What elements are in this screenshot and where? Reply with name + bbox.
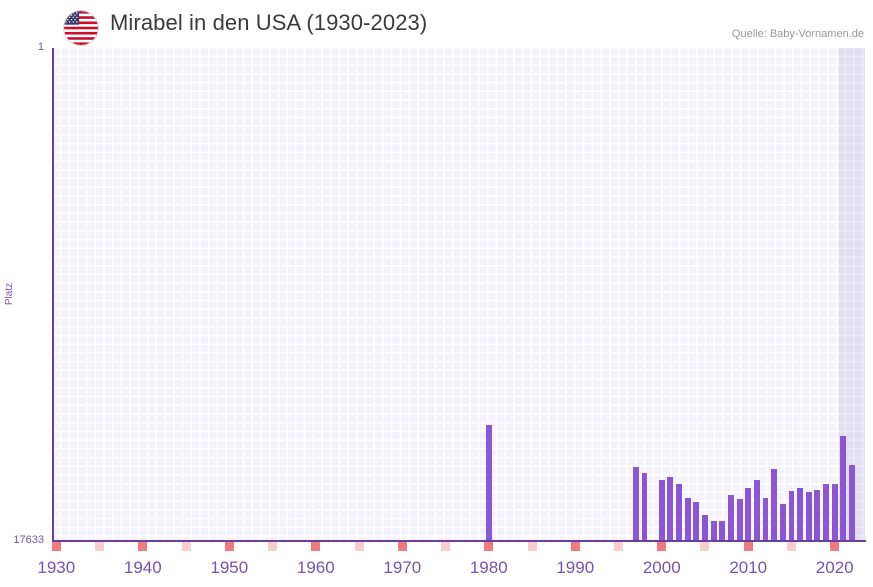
- grid-lines: [52, 48, 865, 541]
- bar-2004[interactable]: [693, 502, 700, 541]
- chart-title: Mirabel in den USA (1930-2023): [110, 10, 428, 35]
- bar-2008[interactable]: [728, 495, 734, 541]
- bar-2020[interactable]: [831, 483, 838, 541]
- x-tick-1980: [484, 542, 494, 551]
- bar-1998[interactable]: [641, 473, 648, 541]
- bar-2007[interactable]: [719, 521, 726, 541]
- y-axis-label-top: 1: [37, 41, 44, 53]
- y-axis-line: [52, 48, 54, 541]
- chart-credits: Quelle: Baby-Vornamen.de: [731, 28, 864, 40]
- x-tick-1940: [138, 542, 148, 551]
- bar-2003[interactable]: [684, 497, 691, 541]
- x-tick-1930: [51, 542, 61, 551]
- bar-2001[interactable]: [667, 476, 674, 541]
- x-tick-1950: [224, 542, 234, 551]
- x-tick-1990: [570, 542, 580, 551]
- x-tick-1975: [441, 542, 451, 551]
- bar-2005[interactable]: [702, 514, 708, 541]
- bar-2009[interactable]: [736, 499, 743, 541]
- bar-1997[interactable]: [632, 467, 639, 541]
- x-axis-label-2010: 2010: [729, 558, 768, 577]
- x-tick-1935: [95, 542, 105, 551]
- bar-2022[interactable]: [849, 464, 855, 541]
- bar-2010[interactable]: [745, 487, 752, 541]
- x-axis-label-2020: 2020: [815, 558, 854, 577]
- bar-2018[interactable]: [814, 490, 821, 541]
- bar-1980[interactable]: [485, 424, 492, 541]
- bar-2021[interactable]: [840, 435, 847, 541]
- x-axis-label-2000: 2000: [642, 558, 681, 577]
- y-axis-title: Platz: [4, 282, 15, 306]
- x-tick-2020: [830, 542, 840, 551]
- x-tick-1945: [181, 542, 191, 551]
- x-axis-label-1990: 1990: [556, 558, 595, 577]
- x-tick-1995: [614, 542, 623, 551]
- x-axis-label-1970: 1970: [383, 558, 422, 577]
- x-tick-1960: [311, 542, 321, 551]
- bar-2015[interactable]: [788, 490, 795, 541]
- x-tick-2000: [657, 542, 667, 551]
- x-axis-line: [52, 540, 866, 542]
- x-axis-label-1930: 1930: [37, 558, 76, 577]
- us-flag-icon: [63, 10, 99, 46]
- plot-area: [52, 48, 865, 541]
- bar-2019[interactable]: [823, 483, 829, 541]
- x-tick-2015: [786, 542, 796, 551]
- x-tick-1985: [527, 542, 537, 551]
- x-tick-2005: [700, 542, 710, 551]
- bar-2011[interactable]: [753, 479, 760, 541]
- bar-2016[interactable]: [797, 487, 804, 541]
- x-axis-label-1950: 1950: [210, 558, 249, 577]
- x-axis-label-1940: 1940: [123, 558, 162, 577]
- bar-2002[interactable]: [676, 483, 682, 541]
- x-tick-1965: [354, 542, 364, 551]
- x-tick-2010: [743, 542, 753, 551]
- bar-2013[interactable]: [771, 469, 778, 541]
- bar-2012[interactable]: [762, 498, 769, 541]
- bar-2017[interactable]: [805, 491, 812, 541]
- x-axis-label-1960: 1960: [296, 558, 335, 577]
- bar-2006[interactable]: [710, 521, 717, 541]
- bar-2014[interactable]: [779, 503, 786, 541]
- bar-2000[interactable]: [658, 480, 665, 541]
- y-axis-label-bottom: 17633: [13, 534, 44, 546]
- x-axis-label-1980: 1980: [469, 558, 508, 577]
- x-tick-1970: [397, 542, 407, 551]
- x-tick-1955: [268, 542, 278, 551]
